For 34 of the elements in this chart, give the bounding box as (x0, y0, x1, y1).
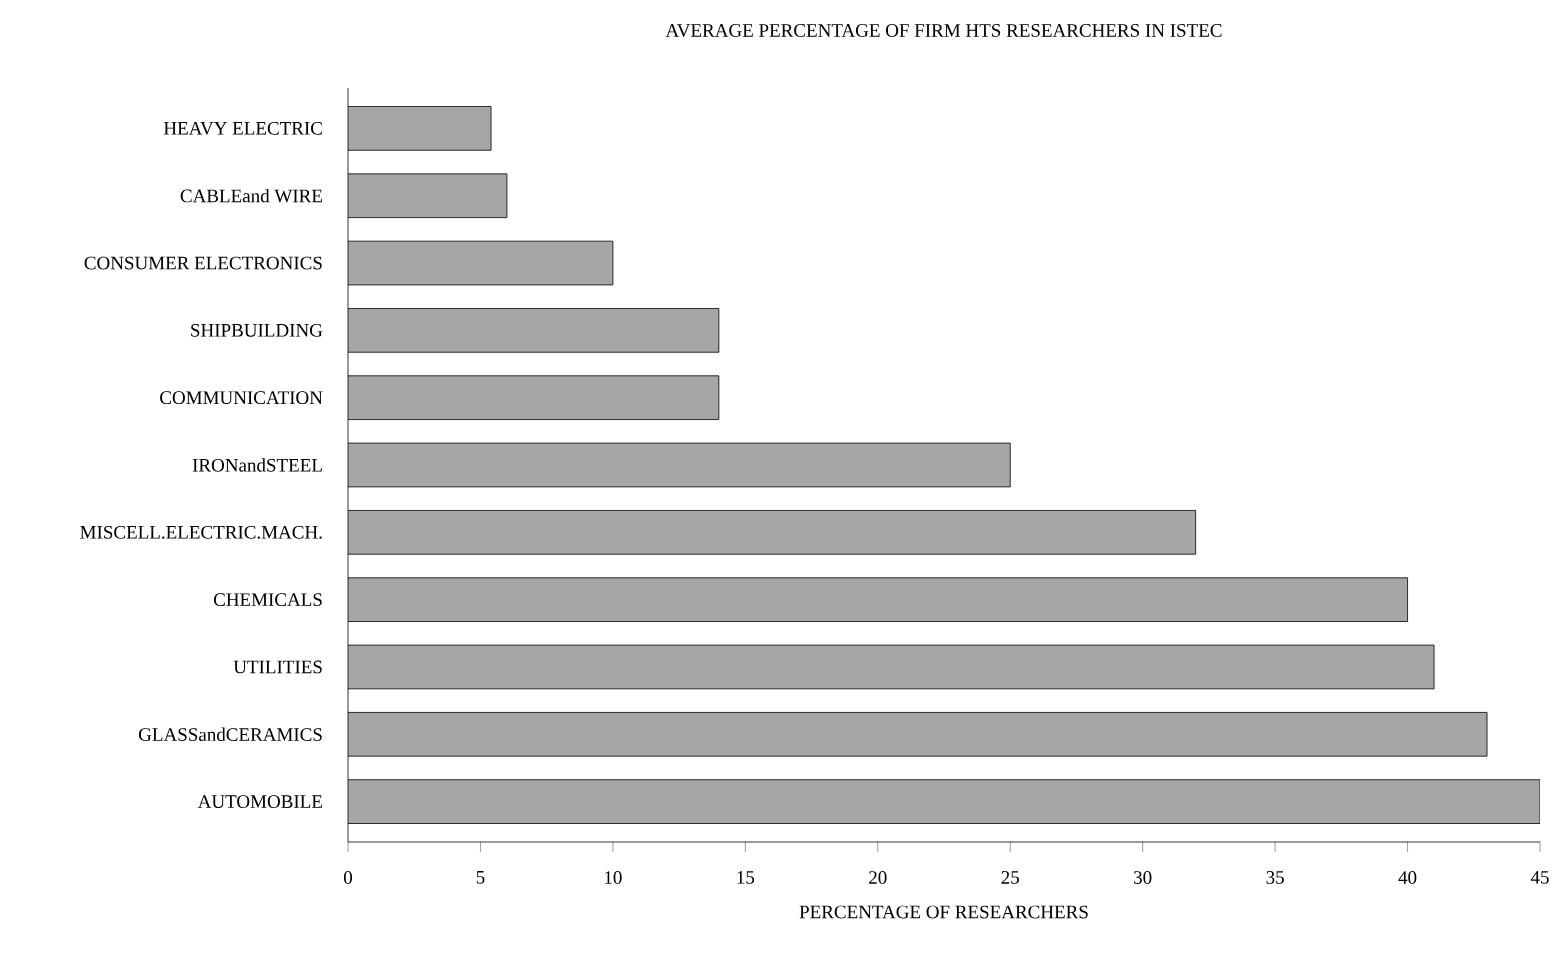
x-tick-label: 40 (1398, 871, 1417, 884)
bar (348, 712, 1488, 757)
x-tick-label: 15 (737, 871, 755, 884)
y-tick-label: AUTOMOBILE (197, 795, 322, 808)
x-tick-label: 30 (1134, 871, 1152, 884)
bar (348, 577, 1408, 622)
chart-title: AVERAGE PERCENTAGE OF FIRM HTS RESEARCHERS IN ISTEC (665, 24, 1222, 37)
x-tick-label: 10 (605, 871, 622, 884)
x-tick-label: 5 (476, 871, 485, 884)
y-tick-label: IRONandSTEEL (192, 458, 322, 472)
x-tick-label: 25 (1001, 871, 1019, 884)
bar (348, 644, 1435, 690)
bar (348, 240, 614, 286)
y-tick-label: SHIPBUILDING (191, 323, 323, 337)
y-tick-label: HEAVY ELECTRIC (163, 121, 322, 135)
bar (348, 173, 508, 218)
y-tick-label: CABLEand WIRE (180, 188, 322, 203)
x-tick-label: 45 (1530, 871, 1549, 884)
bar (348, 375, 720, 420)
x-tick-label: 0 (343, 871, 353, 884)
y-tick-label: CHEMICALS (213, 593, 322, 607)
x-tick-label: 35 (1266, 871, 1284, 884)
y-tick-label: GLASSandCERAMICS (138, 727, 322, 741)
bar (348, 510, 1197, 555)
x-axis-title: PERCENTAGE OF RESEARCHERS (799, 905, 1088, 919)
y-tick-label: MISCELL.ELECTRIC.MACH. (80, 525, 322, 539)
y-tick-label: CONSUMER ELECTRONICS (84, 256, 322, 270)
y-tick-label: COMMUNICATION (160, 391, 323, 405)
bar (348, 308, 720, 353)
x-tick-label: 20 (869, 871, 887, 884)
y-tick-label: UTILITIES (233, 660, 322, 674)
bar (348, 106, 492, 151)
bar (348, 779, 1540, 824)
bar (348, 442, 1011, 488)
